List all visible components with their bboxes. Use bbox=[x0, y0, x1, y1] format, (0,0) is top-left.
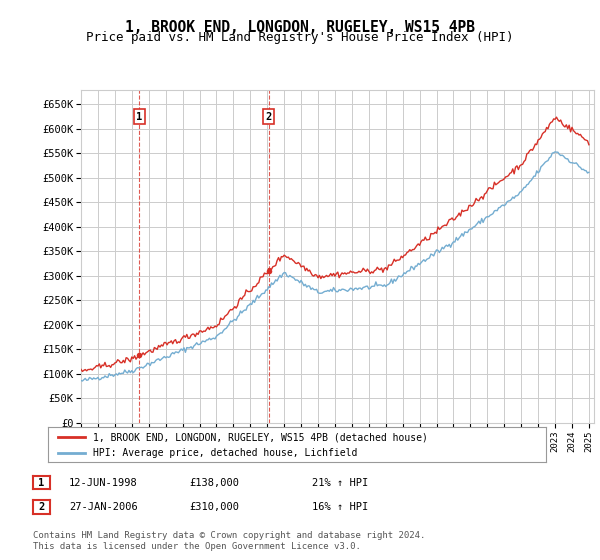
Text: £138,000: £138,000 bbox=[189, 478, 239, 488]
Text: 2: 2 bbox=[265, 111, 272, 122]
Text: 27-JAN-2006: 27-JAN-2006 bbox=[69, 502, 138, 512]
Text: 21% ↑ HPI: 21% ↑ HPI bbox=[312, 478, 368, 488]
Text: 2: 2 bbox=[38, 502, 44, 512]
Text: Price paid vs. HM Land Registry's House Price Index (HPI): Price paid vs. HM Land Registry's House … bbox=[86, 31, 514, 44]
Text: 12-JUN-1998: 12-JUN-1998 bbox=[69, 478, 138, 488]
Text: 1, BROOK END, LONGDON, RUGELEY, WS15 4PB (detached house): 1, BROOK END, LONGDON, RUGELEY, WS15 4PB… bbox=[93, 432, 428, 442]
Text: This data is licensed under the Open Government Licence v3.0.: This data is licensed under the Open Gov… bbox=[33, 542, 361, 550]
Text: 1: 1 bbox=[136, 111, 143, 122]
Text: 1: 1 bbox=[38, 478, 44, 488]
Text: £310,000: £310,000 bbox=[189, 502, 239, 512]
Text: 1, BROOK END, LONGDON, RUGELEY, WS15 4PB: 1, BROOK END, LONGDON, RUGELEY, WS15 4PB bbox=[125, 20, 475, 35]
Text: HPI: Average price, detached house, Lichfield: HPI: Average price, detached house, Lich… bbox=[93, 449, 357, 458]
Text: 16% ↑ HPI: 16% ↑ HPI bbox=[312, 502, 368, 512]
Text: Contains HM Land Registry data © Crown copyright and database right 2024.: Contains HM Land Registry data © Crown c… bbox=[33, 531, 425, 540]
